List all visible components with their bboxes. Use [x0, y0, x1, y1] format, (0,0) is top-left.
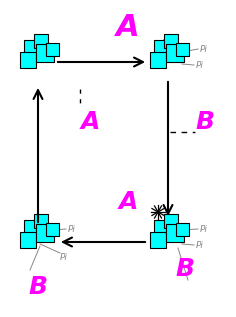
FancyBboxPatch shape — [176, 223, 189, 236]
FancyBboxPatch shape — [150, 52, 166, 68]
Text: B: B — [176, 257, 194, 281]
FancyBboxPatch shape — [20, 232, 36, 248]
Text: Pi: Pi — [196, 61, 204, 69]
Text: Pi: Pi — [196, 241, 204, 249]
Text: A: A — [116, 12, 140, 42]
Text: B: B — [29, 275, 47, 299]
FancyBboxPatch shape — [166, 44, 184, 62]
Text: A: A — [80, 110, 100, 134]
FancyBboxPatch shape — [176, 43, 189, 56]
Text: Pi: Pi — [68, 224, 76, 234]
Text: Pi: Pi — [60, 253, 68, 262]
FancyBboxPatch shape — [154, 220, 169, 234]
FancyBboxPatch shape — [164, 214, 178, 228]
FancyBboxPatch shape — [34, 34, 48, 48]
FancyBboxPatch shape — [166, 224, 184, 242]
FancyBboxPatch shape — [36, 44, 54, 62]
Text: Pi: Pi — [200, 224, 208, 234]
FancyBboxPatch shape — [164, 34, 178, 48]
FancyBboxPatch shape — [34, 214, 48, 228]
FancyBboxPatch shape — [46, 43, 59, 56]
FancyBboxPatch shape — [24, 220, 38, 234]
FancyBboxPatch shape — [150, 232, 166, 248]
Text: B: B — [195, 110, 215, 134]
FancyBboxPatch shape — [154, 40, 169, 54]
FancyBboxPatch shape — [20, 52, 36, 68]
FancyBboxPatch shape — [36, 224, 54, 242]
Text: A: A — [118, 190, 138, 214]
FancyBboxPatch shape — [24, 40, 38, 54]
Text: Pi: Pi — [200, 44, 208, 54]
FancyBboxPatch shape — [46, 223, 59, 236]
